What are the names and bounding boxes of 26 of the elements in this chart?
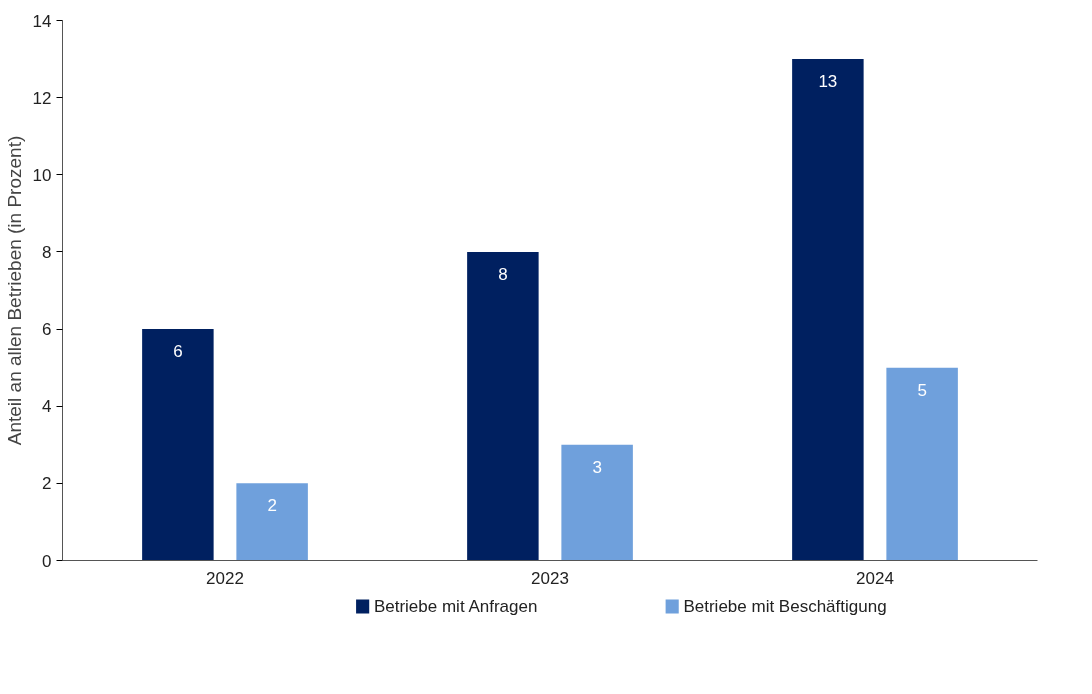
data-label: 5 xyxy=(917,380,927,400)
data-label: 2 xyxy=(267,496,277,516)
y-tick-label: 14 xyxy=(32,11,52,31)
y-tick-label: 8 xyxy=(42,242,52,262)
legend-label: Betriebe mit Beschäftigung xyxy=(683,597,887,616)
y-tick-label: 6 xyxy=(42,320,52,340)
legend-label: Betriebe mit Anfragen xyxy=(373,597,538,616)
x-tick-label: 2023 xyxy=(531,568,569,588)
bar xyxy=(561,444,633,561)
y-tick-label: 0 xyxy=(42,551,52,571)
data-label: 6 xyxy=(173,342,183,362)
y-axis-title: Anteil an allen Betrieben (in Prozent) xyxy=(3,135,25,446)
bar xyxy=(886,367,958,561)
bar xyxy=(236,483,308,561)
data-label: 3 xyxy=(592,457,602,477)
x-tick-label: 2022 xyxy=(206,568,244,588)
y-tick-label: 4 xyxy=(42,397,52,417)
bar xyxy=(142,329,214,561)
x-tick-label: 2024 xyxy=(856,568,894,588)
bar xyxy=(467,251,539,561)
data-label: 13 xyxy=(818,72,838,92)
y-tick-label: 10 xyxy=(32,165,52,185)
y-tick-label: 12 xyxy=(32,88,52,108)
data-label: 8 xyxy=(498,264,508,284)
bar xyxy=(792,59,864,561)
y-tick-label: 2 xyxy=(42,474,52,494)
